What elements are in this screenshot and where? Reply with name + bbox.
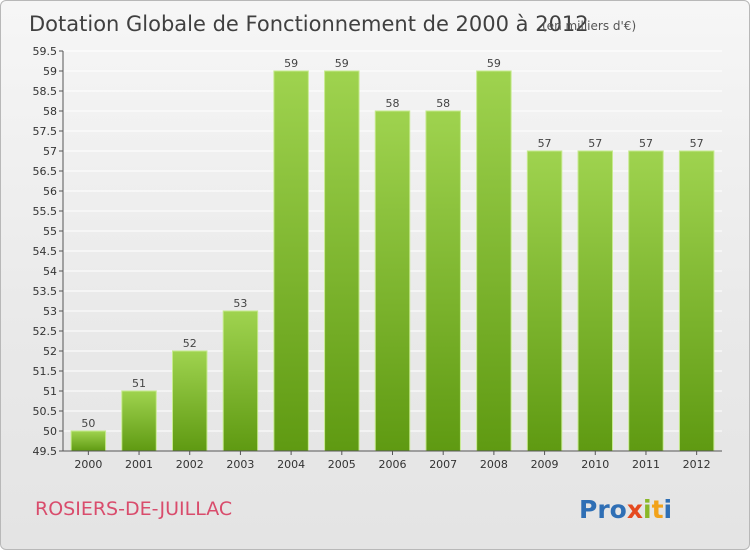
- bar-2011: [628, 150, 664, 452]
- x-tick-label-2004: 2004: [277, 458, 305, 471]
- y-tick-label: 58: [43, 105, 57, 118]
- logo-letter: r: [597, 495, 610, 524]
- bars: 50 51 52 53 59 59 58 58 59 57 57 57 57: [70, 57, 715, 452]
- y-tick-label: 51: [43, 385, 57, 398]
- y-tick-label: 52: [43, 345, 57, 358]
- y-tick-label: 54.5: [33, 245, 58, 258]
- x-tick-label-2009: 2009: [531, 458, 559, 471]
- data-label-2012: 57: [690, 137, 704, 150]
- x-tick-label-2011: 2011: [632, 458, 660, 471]
- y-tick-label: 55.5: [33, 205, 58, 218]
- y-tick-label: 59: [43, 65, 57, 78]
- x-tick-label-2000: 2000: [74, 458, 102, 471]
- y-tick-label: 54: [43, 265, 57, 278]
- x-tick-label-2012: 2012: [683, 458, 711, 471]
- bar-2006: [374, 110, 411, 452]
- y-tick-label: 50.5: [33, 405, 58, 418]
- bar-2008: [476, 70, 512, 452]
- y-tick-label: 55: [43, 225, 57, 238]
- bar-2004: [273, 70, 309, 452]
- bar-2001: [121, 390, 157, 452]
- proxiti-logo: Proxiti: [579, 495, 672, 524]
- x-tick-label-2007: 2007: [429, 458, 457, 471]
- bar-2002: [171, 350, 208, 452]
- bar-2010: [577, 150, 614, 452]
- y-axis: 49.5 50 50.5 51 51.5 52 52.5 53 53.5 54 54.5 55 55.5…: [33, 45, 64, 458]
- data-label-2001: 51: [132, 377, 146, 390]
- y-tick-label: 53: [43, 305, 57, 318]
- logo-letter: t: [652, 495, 664, 524]
- y-tick-label: 49.5: [33, 445, 58, 458]
- y-tick-label: 56.5: [33, 165, 58, 178]
- data-label-2004: 59: [284, 57, 298, 70]
- logo-letter: i: [664, 495, 673, 524]
- y-tick-label: 59.5: [33, 45, 58, 58]
- bar-2000: [70, 430, 107, 452]
- x-tick-label-2010: 2010: [581, 458, 609, 471]
- y-tick-label: 58.5: [33, 85, 58, 98]
- data-label-2008: 59: [487, 57, 501, 70]
- x-tick-label-2006: 2006: [379, 458, 407, 471]
- logo-letter: x: [627, 495, 643, 524]
- y-tick-label: 57.5: [33, 125, 58, 138]
- data-label-2003: 53: [233, 297, 247, 310]
- logo-letter: i: [643, 495, 652, 524]
- x-tick-label-2005: 2005: [328, 458, 356, 471]
- data-label-2009: 57: [538, 137, 552, 150]
- data-label-2007: 58: [436, 97, 450, 110]
- y-tick-label: 57: [43, 145, 57, 158]
- chart-unit-note: (en milliers d'€): [542, 19, 636, 33]
- x-tick-label-2008: 2008: [480, 458, 508, 471]
- data-label-2011: 57: [639, 137, 653, 150]
- logo-letter: o: [610, 495, 627, 524]
- y-tick-label: 50: [43, 425, 57, 438]
- data-label-2006: 58: [386, 97, 400, 110]
- commune-name: ROSIERS-DE-JUILLAC: [35, 498, 232, 520]
- x-tick-label-2002: 2002: [176, 458, 204, 471]
- x-tick-label-2003: 2003: [226, 458, 254, 471]
- bar-2005: [324, 70, 360, 452]
- bar-2012: [678, 150, 715, 452]
- bar-2009: [526, 150, 563, 452]
- chart-title: Dotation Globale de Fonctionnement de 20…: [29, 12, 589, 36]
- data-label-2005: 59: [335, 57, 349, 70]
- y-tick-label: 56: [43, 185, 57, 198]
- data-label-2010: 57: [588, 137, 602, 150]
- data-label-2000: 50: [81, 417, 95, 430]
- y-tick-label: 52.5: [33, 325, 58, 338]
- y-tick-label: 53.5: [33, 285, 58, 298]
- y-tick-label: 51.5: [33, 365, 58, 378]
- x-axis: 2000 2001 2002 2003 2004 2005 2006 2007 2008 2009…: [63, 450, 722, 471]
- data-label-2002: 52: [183, 337, 197, 350]
- logo-letter: P: [579, 495, 597, 524]
- bar-2003: [222, 310, 259, 452]
- bar-2007: [425, 110, 461, 452]
- x-tick-label-2001: 2001: [125, 458, 153, 471]
